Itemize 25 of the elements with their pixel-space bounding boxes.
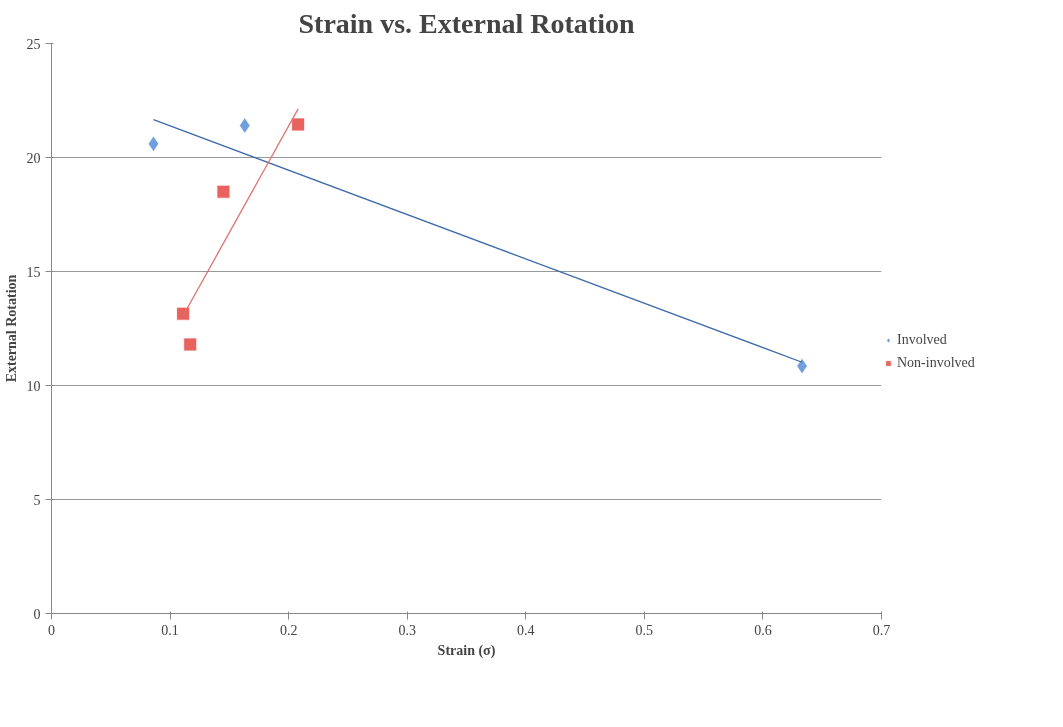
y-tick-label: 25	[26, 36, 41, 52]
x-tick-label: 0.3	[398, 622, 416, 638]
legend-label: Non-involved	[897, 355, 975, 371]
y-tick-label: 15	[26, 264, 41, 280]
y-tick-label: 5	[33, 492, 41, 508]
point	[239, 117, 251, 134]
chart-title: Strain vs. External Rotation	[298, 7, 635, 39]
x-axis-title: Strain (σ)	[437, 642, 496, 659]
point	[147, 135, 160, 153]
legend-label: Involved	[897, 332, 947, 348]
y-tick-label: 0	[33, 606, 41, 622]
point	[176, 306, 191, 321]
x-tick-label: 0	[48, 622, 55, 638]
x-tick-label: 0.6	[754, 622, 772, 638]
x-tick-label: 0.1	[161, 622, 179, 638]
y-axis-title: External Rotation	[3, 274, 19, 383]
point	[183, 337, 198, 352]
x-tick-label: 0.7	[872, 622, 891, 638]
x-tick-label: 0.5	[635, 622, 654, 638]
y-tick-label: 20	[26, 150, 41, 166]
point	[216, 184, 231, 199]
x-tick-label: 0.4	[517, 622, 535, 638]
x-tick-label: 0.2	[279, 622, 298, 638]
point	[291, 117, 306, 132]
y-tick-label: 10	[26, 378, 41, 394]
